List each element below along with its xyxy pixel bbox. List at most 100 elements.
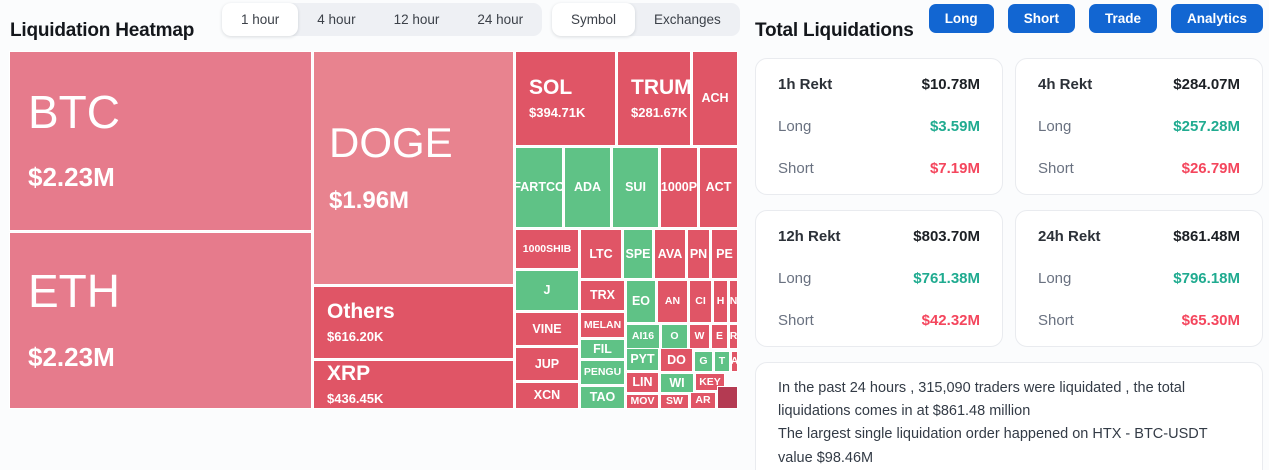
tile-symbol: FARTCO (516, 180, 562, 194)
treemap-tile-pyt[interactable]: PYT (627, 349, 658, 370)
view-tab-symbol[interactable]: Symbol (552, 3, 636, 36)
treemap-tile-w[interactable]: W (690, 325, 709, 348)
page-title: Liquidation Heatmap (10, 19, 195, 41)
treemap-tile-trx[interactable]: TRX (581, 281, 624, 310)
treemap-tile-ada[interactable]: ADA (565, 148, 610, 227)
long-value: $796.18M (1173, 270, 1240, 287)
treemap-tile-fil[interactable]: FIL (581, 340, 624, 358)
treemap-tile-1000shib[interactable]: 1000SHIB (516, 230, 578, 268)
total-value: $803.70M (913, 228, 980, 245)
treemap-tile-fartco[interactable]: FARTCO (516, 148, 562, 227)
tile-symbol: G (699, 355, 708, 368)
tile-symbol: E (715, 330, 723, 343)
tile-symbol: LIN (632, 375, 653, 389)
treemap-tile-e[interactable]: E (712, 325, 727, 348)
treemap-tile-pe[interactable]: PE (712, 230, 737, 278)
treemap-tile-others[interactable]: Others $616.20K (314, 287, 513, 358)
tile-value: $1.96M (329, 186, 410, 214)
tile-symbol: SOL (529, 76, 573, 100)
treemap-tile-ach[interactable]: ACH (693, 52, 737, 145)
tile-value: $394.71K (529, 104, 586, 120)
tile-symbol: PE (716, 246, 733, 261)
treemap-tile-tao[interactable]: TAO (581, 387, 624, 408)
treemap-tile-jup[interactable]: JUP (516, 348, 578, 380)
treemap-tile-xrp[interactable]: XRP $436.45K (314, 361, 513, 408)
short-label: Short (778, 312, 814, 329)
treemap-tile-pengu[interactable]: PENGU (581, 361, 624, 384)
treemap-tile-ltc[interactable]: LTC (581, 230, 621, 278)
treemap-tile-melan[interactable]: MELAN (581, 313, 624, 337)
treemap-tile-an[interactable]: AN (658, 281, 687, 322)
trade-button[interactable]: Trade (1088, 4, 1157, 33)
period-label: 24h Rekt (1038, 228, 1101, 245)
long-row: Long $3.59M (778, 118, 980, 135)
treemap-tile-trump[interactable]: TRUMP $281.67K (618, 52, 690, 145)
treemap-tile-vine[interactable]: VINE (516, 313, 578, 345)
tile-symbol: PENGU (583, 366, 622, 379)
treemap-tile-eth[interactable]: ETH $2.23M (10, 233, 311, 408)
short-value: $26.79M (1181, 160, 1240, 177)
treemap-tile-1000p[interactable]: 1000P (661, 148, 697, 227)
treemap-tile-ar[interactable]: AR (691, 393, 715, 408)
treemap-tile-sol[interactable]: SOL $394.71K (516, 52, 615, 145)
tile-symbol: ETH (28, 265, 120, 318)
treemap-tile-a[interactable]: A (732, 352, 737, 371)
analytics-button[interactable]: Analytics (1170, 4, 1263, 33)
treemap-tile-sw[interactable]: SW (661, 395, 688, 408)
treemap-tile-j[interactable]: J (516, 271, 578, 310)
long-value: $761.38M (913, 270, 980, 287)
treemap-tile-g[interactable]: G (695, 352, 712, 371)
treemap-tile-wi[interactable]: WI (661, 374, 693, 392)
time-tab-4-hour[interactable]: 4 hour (317, 12, 356, 27)
treemap-tile-ai16[interactable]: AI16 (627, 325, 659, 348)
view-tab-exchanges[interactable]: Exchanges (654, 12, 721, 27)
stat-card-1h-rekt: 1h Rekt $10.78M Long $3.59M Short $7.19M (755, 58, 1003, 195)
total-value: $10.78M (921, 76, 980, 93)
short-value: $42.32M (921, 312, 980, 329)
treemap-tile-key[interactable]: KEY (696, 374, 724, 390)
time-tab-12-hour[interactable]: 12 hour (393, 12, 440, 27)
long-label: Long (1038, 270, 1072, 287)
long-button[interactable]: Long (928, 4, 994, 33)
tile-symbol: MOV (630, 395, 655, 408)
treemap-tile-do[interactable]: DO (661, 349, 692, 371)
short-button[interactable]: Short (1007, 4, 1075, 33)
action-buttons: Long Short Trade Analytics (928, 4, 1263, 33)
treemap-tile-o[interactable]: O (662, 325, 687, 348)
treemap-tile-n[interactable]: N (730, 281, 737, 322)
short-label: Short (778, 160, 814, 177)
tile-value: $2.23M (28, 341, 115, 372)
treemap-tile-tile[interactable] (718, 387, 737, 408)
treemap-tile-eo[interactable]: EO (627, 281, 655, 322)
time-tab-24-hour[interactable]: 24 hour (477, 12, 524, 27)
tile-symbol: O (670, 330, 679, 343)
tile-symbol: WI (669, 375, 685, 390)
treemap-tile-act[interactable]: ACT (700, 148, 737, 227)
treemap-tile-sui[interactable]: SUI (613, 148, 658, 227)
short-label: Short (1038, 160, 1074, 177)
treemap-tile-lin[interactable]: LIN (627, 373, 658, 392)
treemap-tile-r[interactable]: R (730, 325, 737, 348)
card-header-row: 1h Rekt $10.78M (778, 76, 980, 93)
tile-symbol: DO (667, 352, 686, 367)
treemap-tile-pn[interactable]: PN (688, 230, 709, 278)
treemap-tile-ava[interactable]: AVA (655, 230, 685, 278)
treemap-tile-h[interactable]: H (714, 281, 727, 322)
total-value: $284.07M (1173, 76, 1240, 93)
treemap-tile-spe[interactable]: SPE (624, 230, 652, 278)
treemap-tile-mov[interactable]: MOV (627, 395, 658, 408)
treemap-tile-doge[interactable]: DOGE $1.96M (314, 52, 513, 284)
long-row: Long $761.38M (778, 270, 980, 287)
treemap-tile-t[interactable]: T (715, 352, 729, 371)
tile-symbol: H (716, 295, 725, 308)
tile-symbol: AI16 (631, 330, 655, 343)
tile-value: $281.67K (631, 104, 688, 120)
tile-symbol: SPE (625, 246, 651, 261)
short-value: $65.30M (1181, 312, 1240, 329)
tile-symbol: EO (631, 294, 651, 308)
treemap-tile-btc[interactable]: BTC $2.23M (10, 52, 311, 230)
treemap-tile-xcn[interactable]: XCN (516, 383, 578, 408)
time-tab-1-hour[interactable]: 1 hour (222, 3, 299, 36)
treemap-tile-ci[interactable]: CI (690, 281, 711, 322)
